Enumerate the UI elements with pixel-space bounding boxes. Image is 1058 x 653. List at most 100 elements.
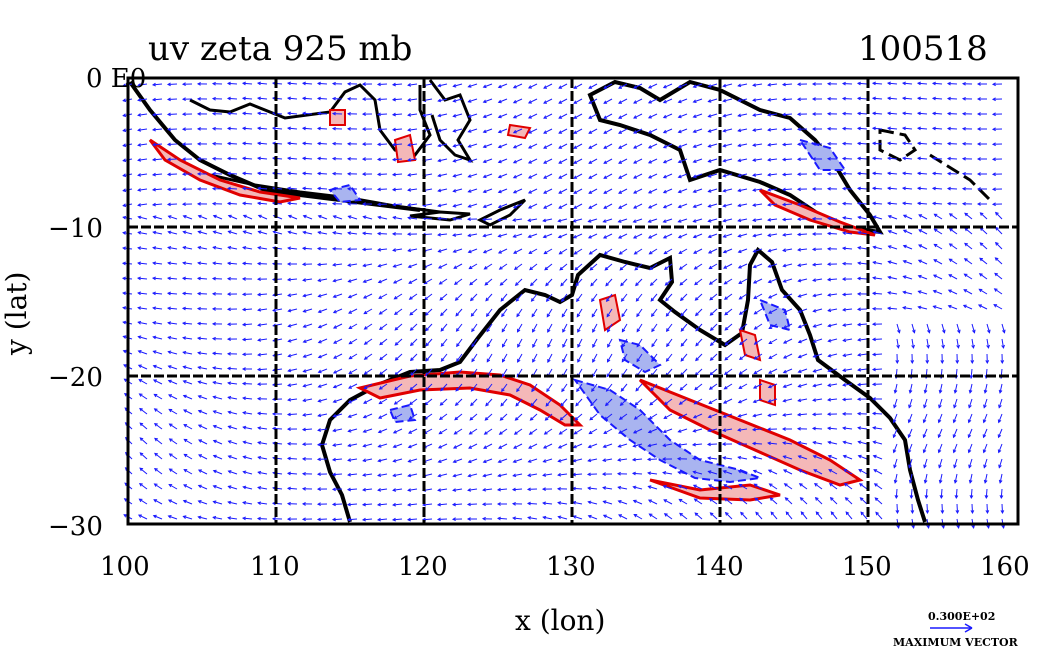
wind-vector	[573, 158, 583, 164]
wind-vector-head	[604, 402, 609, 407]
wind-vector	[227, 187, 238, 190]
wind-vector-head	[722, 158, 727, 163]
wind-vector	[872, 412, 883, 415]
wind-vector-head	[481, 502, 486, 507]
wind-vector-head	[590, 402, 594, 407]
wind-vector-head	[257, 308, 262, 312]
wind-vector-head	[693, 498, 698, 502]
wind-vector-head	[620, 282, 624, 287]
wind-vector	[753, 413, 763, 417]
wind-vector-head	[561, 388, 565, 393]
wind-vector	[242, 323, 253, 326]
wind-vector-head	[737, 414, 742, 418]
wind-vector-head	[961, 81, 966, 86]
wind-vector	[483, 443, 493, 449]
wind-vector	[648, 218, 658, 223]
wind-vector	[752, 428, 763, 431]
wind-vector-head	[602, 514, 607, 518]
wind-vector	[648, 472, 658, 475]
wind-vector-head	[257, 501, 262, 505]
wind-vector	[648, 113, 658, 119]
wind-vector	[362, 518, 373, 521]
wind-vector-head	[617, 500, 622, 504]
wind-vector	[469, 428, 478, 435]
wind-vector	[243, 441, 253, 445]
wind-vector-head	[707, 234, 712, 239]
wind-vector-head	[456, 343, 460, 348]
wind-vector-head	[481, 516, 486, 521]
wind-vector	[649, 413, 658, 420]
wind-vector-head	[961, 186, 966, 191]
wind-vector	[784, 483, 793, 490]
wind-vector	[182, 307, 193, 310]
wind-vector	[364, 338, 373, 345]
wind-vector	[393, 443, 403, 448]
wind-vector-head	[678, 415, 683, 419]
wind-vector-head	[467, 459, 472, 464]
wind-vector	[258, 231, 268, 235]
wind-vector-head	[922, 449, 927, 454]
wind-vector	[258, 471, 268, 475]
wind-vector-head	[982, 449, 987, 454]
wind-vector-head	[753, 483, 758, 488]
wind-vector-head	[559, 417, 564, 421]
wind-vector-head	[512, 175, 517, 179]
wind-vector-head	[486, 358, 491, 363]
wind-vector-head	[573, 115, 578, 119]
wind-vector	[768, 338, 778, 344]
wind-vector-head	[316, 502, 321, 507]
wind-vector-head	[301, 246, 306, 251]
wind-vector	[678, 128, 688, 133]
wind-vector	[650, 293, 658, 302]
wind-vector-head	[953, 404, 957, 409]
wind-vector-head	[826, 111, 831, 116]
wind-vector-head	[496, 516, 501, 521]
wind-vector	[800, 511, 808, 520]
wind-vector-head	[768, 340, 773, 344]
wind-vector	[516, 308, 523, 317]
wind-vector-head	[301, 111, 306, 116]
wind-vector-head	[751, 441, 757, 446]
wind-vector-head	[482, 84, 487, 89]
wind-vector	[513, 143, 523, 149]
wind-vector-head	[589, 416, 594, 421]
wind-vector-head	[467, 144, 472, 148]
wind-vector	[500, 278, 508, 286]
wind-vector-head	[196, 112, 201, 116]
lat-lon-grid	[128, 78, 1018, 524]
wind-vector-head	[467, 249, 472, 254]
wind-vector	[213, 470, 223, 475]
wind-vector-head	[651, 358, 655, 363]
wind-vector-head	[751, 427, 756, 432]
wind-vector-head	[497, 99, 502, 104]
wind-vector	[228, 215, 238, 220]
wind-vector	[785, 497, 793, 505]
wind-vector-head	[811, 142, 816, 146]
wind-vector	[562, 338, 568, 348]
wind-vector	[968, 428, 973, 438]
wind-vector	[228, 396, 238, 400]
wind-vector	[979, 257, 988, 265]
wind-vector-head	[767, 127, 771, 132]
wind-vector	[302, 172, 313, 175]
wind-vector-head	[800, 511, 805, 516]
wind-vector-head	[137, 364, 142, 368]
wind-vector	[138, 158, 148, 161]
wind-vector	[724, 498, 733, 505]
wind-vector-head	[752, 385, 757, 389]
wind-vector	[926, 503, 928, 514]
wind-vector-head	[122, 335, 127, 339]
wind-vector-head	[256, 81, 261, 86]
wind-vector	[873, 246, 883, 250]
wind-vector	[753, 83, 763, 86]
wind-vector-head	[316, 457, 321, 462]
wind-vector	[948, 305, 958, 310]
wind-vector-head	[197, 230, 202, 234]
wind-vector	[530, 413, 538, 421]
wind-vector-head	[693, 250, 697, 254]
wind-vector	[603, 113, 613, 119]
wind-vector-head	[841, 126, 846, 131]
wind-vector	[620, 383, 628, 392]
wind-vector-head	[632, 485, 637, 490]
